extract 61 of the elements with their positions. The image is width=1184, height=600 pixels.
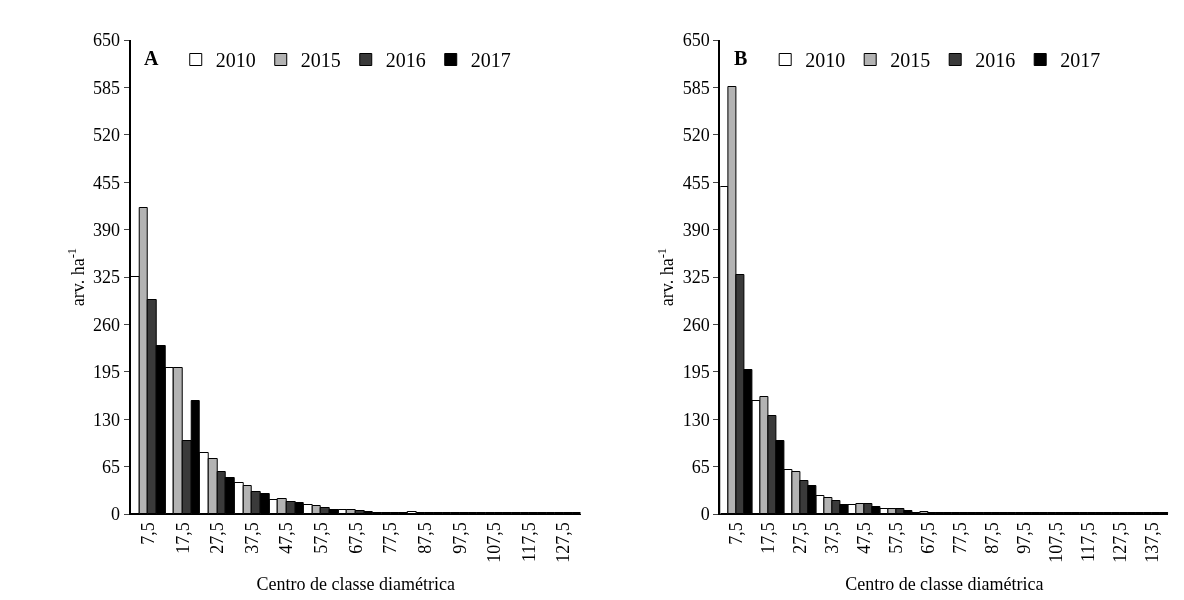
x-tick-label: 47,5 <box>854 522 875 554</box>
legend-label: 2016 <box>975 49 1016 72</box>
y-tick-label: 390 <box>93 219 121 240</box>
y-tick-label: 195 <box>682 362 710 383</box>
y-tick-label: 390 <box>682 219 710 240</box>
x-tick-label: 27,5 <box>790 522 811 554</box>
x-tick-label: 7,5 <box>726 522 747 545</box>
x-tick-label: 107,5 <box>484 522 505 563</box>
x-tick-label: 107,5 <box>1046 522 1067 563</box>
y-tick-label: 325 <box>93 267 121 288</box>
y-tick-label: 0 <box>111 504 121 525</box>
y-tick-label: 325 <box>682 267 710 288</box>
x-tick-label: 137,5 <box>1142 522 1163 563</box>
y-tick-label: 650 <box>682 30 710 51</box>
y-tick-label: 130 <box>93 409 121 430</box>
x-tick-label: 47,5 <box>276 522 297 554</box>
x-tick-label: 17,5 <box>172 522 193 554</box>
x-tick-label: 117,5 <box>518 522 539 563</box>
y-tick-label: 455 <box>93 172 121 193</box>
y-tick-label: 585 <box>682 77 710 98</box>
y-tick-label: 195 <box>93 362 121 383</box>
x-tick-label: 77,5 <box>950 522 971 554</box>
x-tick-label: 7,5 <box>137 522 158 545</box>
x-tick-label: 57,5 <box>886 522 907 554</box>
legend-label: 2017 <box>1060 49 1101 72</box>
legend-label: 2015 <box>890 49 931 72</box>
x-tick-label: 97,5 <box>1014 522 1035 554</box>
legend-label: 2016 <box>385 49 426 72</box>
x-tick-label: 127,5 <box>553 522 574 563</box>
x-tick-label: 77,5 <box>380 522 401 554</box>
y-tick-label: 520 <box>682 125 710 146</box>
x-tick-label: 97,5 <box>449 522 470 554</box>
x-tick-label: 27,5 <box>207 522 228 554</box>
x-axis-title: Centro de classe diamétrica <box>256 573 456 594</box>
y-tick-label: 650 <box>93 30 121 51</box>
x-tick-label: 17,5 <box>758 522 779 554</box>
y-tick-label: 585 <box>93 77 121 98</box>
x-tick-label: 87,5 <box>414 522 435 554</box>
y-tick-label: 130 <box>682 409 710 430</box>
y-tick-label: 455 <box>682 172 710 193</box>
x-tick-label: 37,5 <box>822 522 843 554</box>
y-tick-label: 260 <box>682 314 710 335</box>
x-tick-label: 127,5 <box>1110 522 1131 563</box>
legend-label: 2015 <box>300 49 341 72</box>
x-tick-label: 57,5 <box>311 522 332 554</box>
y-tick-label: 65 <box>691 456 710 477</box>
x-tick-label: 117,5 <box>1078 522 1099 563</box>
x-tick-label: 87,5 <box>982 522 1003 554</box>
legend-label: 2010 <box>215 49 256 72</box>
legend-label: 2017 <box>470 49 511 72</box>
x-tick-label: 67,5 <box>918 522 939 554</box>
annotation: B <box>734 47 748 69</box>
x-tick-label: 67,5 <box>345 522 366 554</box>
y-tick-label: 0 <box>700 504 710 525</box>
y-tick-label: 520 <box>93 125 121 146</box>
x-axis-title: Centro de classe diamétrica <box>845 573 1044 594</box>
y-tick-label: 65 <box>102 456 121 477</box>
x-tick-label: 37,5 <box>241 522 262 554</box>
legend-label: 2010 <box>805 49 846 72</box>
y-tick-label: 260 <box>93 314 121 335</box>
annotation: A <box>144 47 159 69</box>
